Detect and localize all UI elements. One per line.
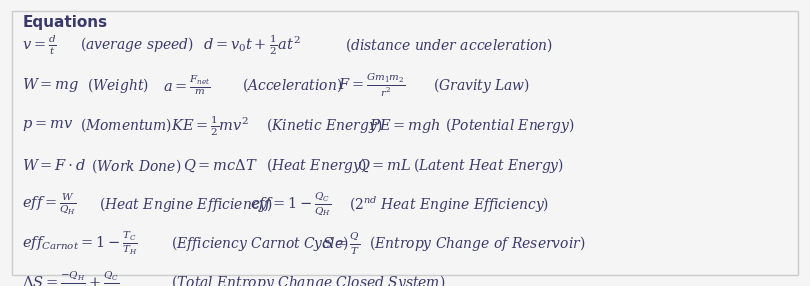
Text: $W = F \cdot d$: $W = F \cdot d$ [23,158,87,173]
Text: $p = mv$: $p = mv$ [23,118,74,133]
Text: $a = \frac{F_{net}}{m}$: $a = \frac{F_{net}}{m}$ [163,74,211,97]
Text: $(Heat\ Energy)$: $(Heat\ Energy)$ [266,156,367,175]
Text: $(Weight)$: $(Weight)$ [87,76,150,95]
Text: $v = \frac{d}{t}$: $v = \frac{d}{t}$ [23,33,57,57]
Text: $eff = \frac{W}{Q_H}$: $eff = \frac{W}{Q_H}$ [23,192,77,217]
Text: $eff = 1 - \frac{Q_C}{Q_H}$: $eff = 1 - \frac{Q_C}{Q_H}$ [250,191,331,219]
Text: Equations: Equations [23,15,108,30]
Text: $d = v_0t + \frac{1}{2}at^2$: $d = v_0t + \frac{1}{2}at^2$ [202,33,301,57]
Text: $eff_{Carnot} = 1 - \frac{T_C}{T_H}$: $eff_{Carnot} = 1 - \frac{T_C}{T_H}$ [23,230,139,257]
Text: $(Heat\ Engine\ Efficiency)$: $(Heat\ Engine\ Efficiency)$ [100,195,273,214]
Text: $(distance\ under\ acceleration)$: $(distance\ under\ acceleration)$ [345,36,553,54]
Text: $(average\ speed)$: $(average\ speed)$ [79,35,194,54]
Text: $(Efficiency\ Carnot\ Cycle)$: $(Efficiency\ Carnot\ Cycle)$ [171,234,348,253]
Text: $(Latent\ Heat\ Energy)$: $(Latent\ Heat\ Energy)$ [413,156,564,175]
Text: $(Gravity\ Law)$: $(Gravity\ Law)$ [433,76,530,95]
Text: $(2^{nd}\ Heat\ Engine\ Efficiency)$: $(2^{nd}\ Heat\ Engine\ Efficiency)$ [349,195,550,215]
Text: $W = mg$: $W = mg$ [23,76,80,94]
Text: $F = \frac{Gm_1m_2}{r^2}$: $F = \frac{Gm_1m_2}{r^2}$ [338,72,405,99]
Text: $Q = mL$: $Q = mL$ [357,158,411,174]
Text: $(Acceleration)$: $(Acceleration)$ [242,76,343,94]
FancyBboxPatch shape [12,11,798,275]
Text: $KE = \frac{1}{2}mv^2$: $KE = \frac{1}{2}mv^2$ [171,114,249,138]
Text: $(Work\ Done)$: $(Work\ Done)$ [92,157,181,175]
Text: $(Total\ Entropy\ Change\ Closed\ System)$: $(Total\ Entropy\ Change\ Closed\ System… [171,273,446,286]
Text: $(Kinetic\ Energy)$: $(Kinetic\ Energy)$ [266,116,382,135]
Text: $PE = mgh$: $PE = mgh$ [369,116,441,134]
Text: $(Potential\ Energy)$: $(Potential\ Energy)$ [445,116,574,135]
Text: $(Entropy\ Change\ of\ Reservoir)$: $(Entropy\ Change\ of\ Reservoir)$ [369,234,586,253]
Text: $Q = mc\Delta T$: $Q = mc\Delta T$ [183,158,258,174]
Text: $(Momentum)$: $(Momentum)$ [79,117,172,134]
Text: $\Delta S = \frac{-Q_H}{T_H} + \frac{Q_C}{T_C}$: $\Delta S = \frac{-Q_H}{T_H} + \frac{Q_C… [23,269,120,286]
Text: $S = \frac{Q}{T}$: $S = \frac{Q}{T}$ [322,231,360,257]
